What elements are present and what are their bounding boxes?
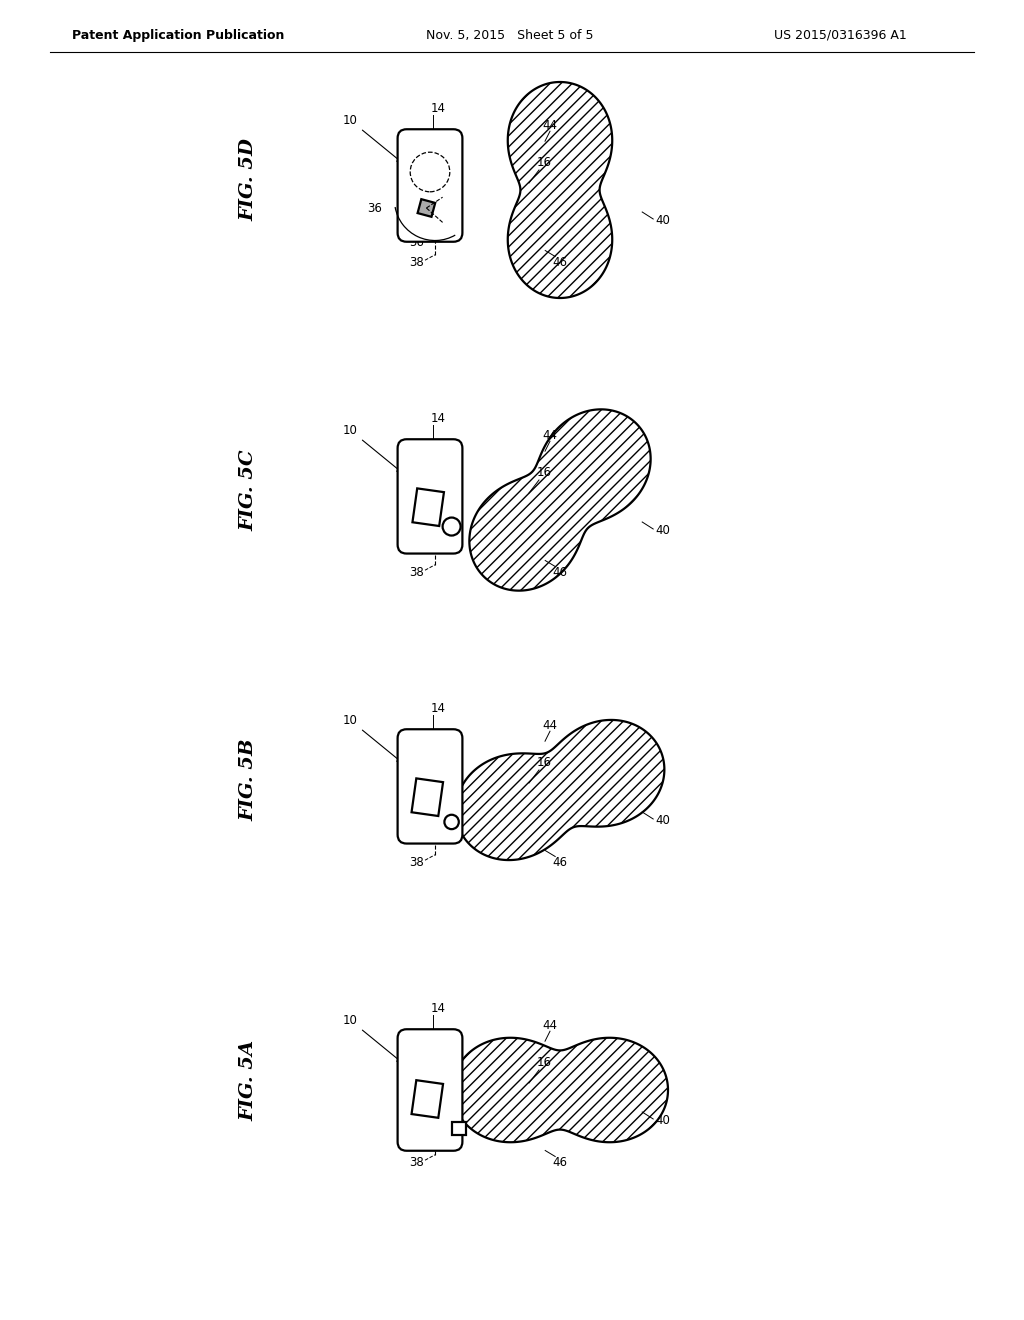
- Text: 46: 46: [553, 855, 567, 869]
- Bar: [452, 1122, 466, 1135]
- Text: 16: 16: [537, 756, 552, 770]
- Text: 14: 14: [430, 102, 445, 115]
- Text: Patent Application Publication: Patent Application Publication: [72, 29, 285, 41]
- Polygon shape: [413, 488, 444, 525]
- Text: 38: 38: [410, 855, 424, 869]
- Polygon shape: [452, 1038, 668, 1142]
- Text: 16: 16: [537, 157, 552, 169]
- Text: 44: 44: [543, 429, 557, 442]
- Text: US 2015/0316396 A1: US 2015/0316396 A1: [773, 29, 906, 41]
- Polygon shape: [508, 82, 612, 298]
- Text: FIG. 5A: FIG. 5A: [239, 1039, 257, 1121]
- Text: 36: 36: [368, 202, 382, 214]
- Circle shape: [444, 814, 459, 829]
- Text: 14: 14: [430, 412, 445, 425]
- Text: 40: 40: [655, 814, 671, 828]
- Text: 38: 38: [410, 256, 424, 268]
- Polygon shape: [412, 779, 443, 816]
- Polygon shape: [412, 1080, 443, 1118]
- Text: FIG. 5D: FIG. 5D: [239, 139, 257, 222]
- Text: 40: 40: [655, 524, 671, 537]
- Polygon shape: [469, 409, 650, 590]
- FancyBboxPatch shape: [397, 129, 463, 242]
- Text: 10: 10: [343, 714, 401, 762]
- Text: 14: 14: [430, 1002, 445, 1015]
- Text: FIG. 5B: FIG. 5B: [239, 739, 257, 821]
- Text: 10: 10: [343, 114, 401, 162]
- Text: 46: 46: [553, 256, 567, 269]
- Polygon shape: [418, 199, 435, 216]
- Text: Nov. 5, 2015   Sheet 5 of 5: Nov. 5, 2015 Sheet 5 of 5: [426, 29, 594, 41]
- Text: 56: 56: [410, 236, 424, 248]
- Text: 16: 16: [537, 466, 552, 479]
- FancyBboxPatch shape: [397, 440, 463, 553]
- Text: 44: 44: [543, 718, 557, 731]
- Text: 10: 10: [343, 1014, 401, 1063]
- FancyBboxPatch shape: [397, 729, 463, 843]
- Text: 38: 38: [410, 1155, 424, 1168]
- Text: 46: 46: [553, 566, 567, 579]
- Text: 46: 46: [553, 1156, 567, 1170]
- Text: 16: 16: [537, 1056, 552, 1069]
- Text: 40: 40: [655, 1114, 671, 1127]
- Text: 14: 14: [430, 702, 445, 715]
- Polygon shape: [456, 719, 665, 861]
- FancyBboxPatch shape: [397, 1030, 463, 1151]
- Text: 40: 40: [655, 214, 671, 227]
- Text: FIG. 5C: FIG. 5C: [239, 449, 257, 531]
- Text: 44: 44: [543, 119, 557, 132]
- Text: 44: 44: [543, 1019, 557, 1032]
- Text: 38: 38: [410, 565, 424, 578]
- Circle shape: [442, 517, 461, 536]
- Text: 10: 10: [343, 424, 401, 473]
